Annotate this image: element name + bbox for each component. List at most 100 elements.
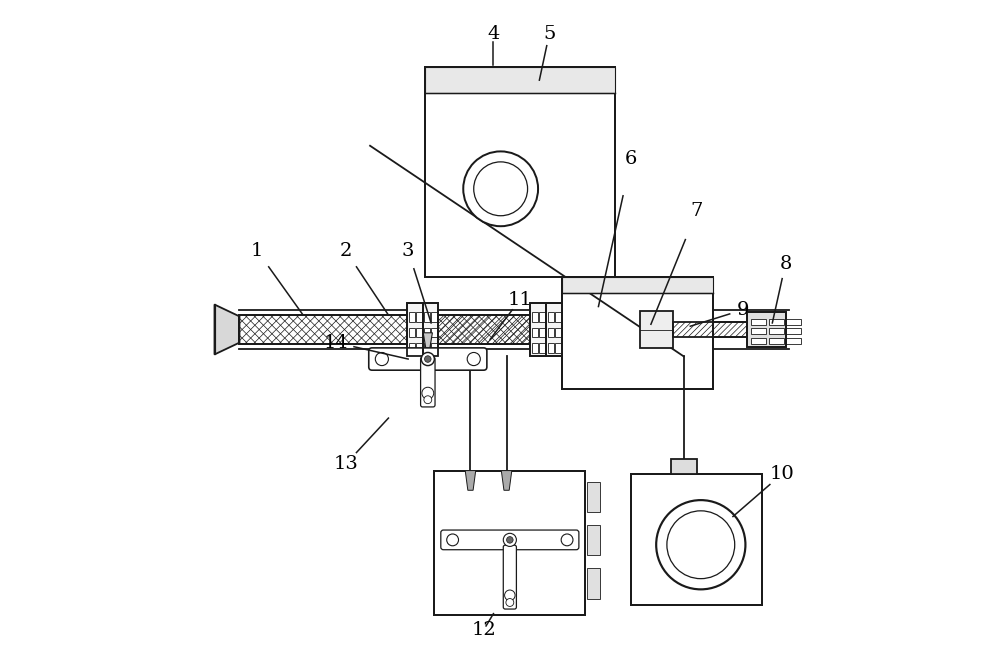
- Bar: [425, 67, 615, 94]
- Circle shape: [474, 162, 528, 215]
- Text: 13: 13: [333, 455, 358, 473]
- Bar: [548, 343, 554, 353]
- Bar: [562, 277, 713, 293]
- Bar: [562, 277, 713, 389]
- Circle shape: [656, 500, 745, 589]
- Bar: [438, 315, 530, 344]
- Bar: [546, 302, 562, 357]
- Bar: [431, 343, 437, 353]
- Text: 12: 12: [471, 621, 496, 639]
- Bar: [424, 328, 430, 337]
- Circle shape: [424, 396, 432, 404]
- Text: 3: 3: [402, 242, 414, 260]
- Bar: [438, 315, 530, 344]
- Bar: [786, 328, 801, 334]
- Bar: [546, 302, 562, 357]
- Text: 2: 2: [340, 242, 352, 260]
- Bar: [438, 315, 530, 344]
- Circle shape: [507, 536, 513, 543]
- Bar: [673, 322, 747, 337]
- Bar: [431, 312, 437, 322]
- Bar: [425, 67, 615, 277]
- Text: 14: 14: [324, 333, 348, 352]
- Bar: [640, 311, 673, 348]
- Circle shape: [561, 534, 573, 546]
- FancyBboxPatch shape: [441, 530, 579, 550]
- Bar: [751, 328, 766, 334]
- Bar: [532, 343, 538, 353]
- Text: 5: 5: [543, 25, 555, 43]
- Polygon shape: [423, 333, 432, 353]
- Circle shape: [667, 511, 735, 579]
- Circle shape: [506, 598, 514, 606]
- Bar: [423, 302, 438, 357]
- Bar: [671, 459, 697, 474]
- Bar: [431, 328, 437, 337]
- Bar: [409, 312, 415, 322]
- Bar: [530, 302, 546, 357]
- Bar: [751, 319, 766, 325]
- Text: 9: 9: [737, 301, 749, 319]
- Circle shape: [422, 387, 434, 399]
- Bar: [438, 315, 530, 344]
- Bar: [239, 315, 407, 344]
- FancyBboxPatch shape: [369, 348, 487, 370]
- Text: 6: 6: [625, 150, 637, 168]
- Bar: [631, 474, 762, 605]
- Bar: [409, 343, 415, 353]
- Bar: [434, 471, 585, 615]
- Text: 10: 10: [770, 465, 795, 483]
- Text: 4: 4: [487, 25, 500, 43]
- Circle shape: [503, 533, 516, 546]
- Bar: [548, 312, 554, 322]
- Circle shape: [425, 356, 431, 362]
- Bar: [424, 343, 430, 353]
- Bar: [539, 328, 545, 337]
- Circle shape: [467, 353, 480, 366]
- Bar: [424, 312, 430, 322]
- Circle shape: [421, 353, 434, 366]
- Bar: [673, 322, 747, 337]
- Bar: [416, 328, 422, 337]
- Bar: [562, 321, 640, 338]
- Bar: [423, 302, 438, 357]
- Bar: [416, 343, 422, 353]
- Bar: [409, 328, 415, 337]
- Bar: [407, 302, 423, 357]
- Bar: [769, 319, 784, 325]
- Bar: [587, 482, 600, 512]
- Bar: [239, 315, 407, 344]
- Bar: [548, 328, 554, 337]
- Bar: [532, 328, 538, 337]
- Bar: [587, 525, 600, 556]
- Text: 7: 7: [691, 202, 703, 220]
- Bar: [747, 312, 786, 347]
- Text: 11: 11: [507, 291, 532, 309]
- Circle shape: [447, 534, 459, 546]
- Bar: [747, 312, 786, 347]
- Bar: [539, 343, 545, 353]
- Polygon shape: [501, 471, 512, 490]
- Bar: [786, 319, 801, 325]
- Polygon shape: [215, 304, 239, 355]
- Bar: [751, 338, 766, 344]
- Circle shape: [463, 152, 538, 226]
- Bar: [769, 328, 784, 334]
- Bar: [539, 312, 545, 322]
- Circle shape: [375, 353, 388, 366]
- Bar: [769, 338, 784, 344]
- Bar: [555, 328, 561, 337]
- FancyBboxPatch shape: [503, 545, 516, 609]
- Bar: [786, 338, 801, 344]
- Bar: [555, 312, 561, 322]
- Text: 1: 1: [251, 242, 263, 260]
- Polygon shape: [465, 471, 476, 490]
- Bar: [555, 343, 561, 353]
- Bar: [587, 568, 600, 598]
- Bar: [416, 312, 422, 322]
- Bar: [438, 315, 530, 344]
- Text: 8: 8: [779, 255, 792, 273]
- Bar: [407, 302, 423, 357]
- Bar: [532, 312, 538, 322]
- Circle shape: [505, 590, 515, 600]
